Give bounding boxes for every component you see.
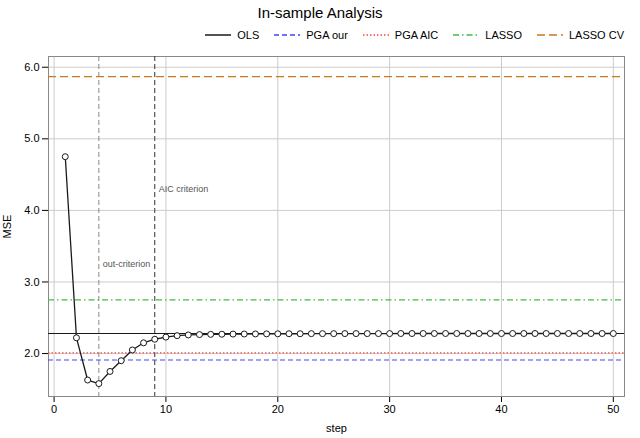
html-text:OLS: OLS [237,29,260,41]
svg-text:30: 30 [384,403,396,415]
svg-text:AIC criterion: AIC criterion [159,184,209,194]
svg-text:4.0: 4.0 [24,204,39,216]
html-text:PGA our: PGA our [306,29,348,41]
html-text:In-sample Analysis: In-sample Analysis [257,4,383,21]
svg-text:out-criterion: out-criterion [103,259,151,269]
svg-text:0: 0 [51,403,57,415]
html-text:LASSO CV: LASSO CV [569,29,624,41]
svg-text:40: 40 [495,403,507,415]
html-text:LASSO: LASSO [485,29,522,41]
svg-text:5.0: 5.0 [24,132,39,144]
svg-text:10: 10 [160,403,172,415]
svg-text:MSE: MSE [1,215,13,239]
svg-text:6.0: 6.0 [24,61,39,73]
svg-text:50: 50 [607,403,619,415]
svg-text:step: step [326,422,347,434]
html-text:PGA AIC: PGA AIC [394,29,439,41]
svg-text:2.0: 2.0 [24,347,39,359]
svg-text:20: 20 [272,403,284,415]
svg-text:3.0: 3.0 [24,275,39,287]
